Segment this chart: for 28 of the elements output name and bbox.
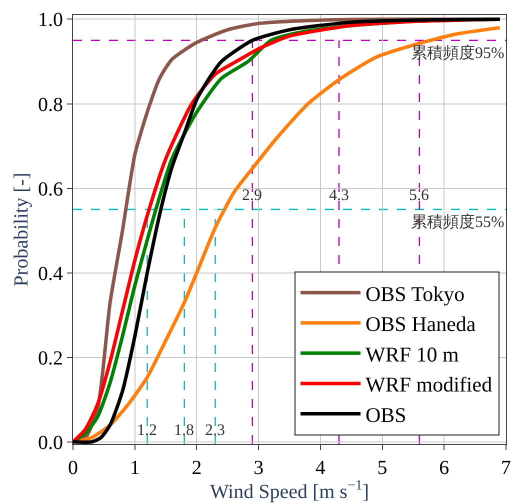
legend-label: OBS Tokyo [366, 282, 465, 306]
x-tick-label: 6 [439, 457, 450, 479]
y-tick-label: 0.6 [38, 178, 63, 200]
y-tick-label: 0.8 [38, 94, 63, 116]
x-tick-label: 0 [68, 457, 78, 479]
y-tick-label: 0.4 [38, 262, 63, 285]
ref-line-label: 2.9 [242, 187, 262, 204]
x-tick-label: 7 [501, 457, 511, 479]
x-tick-label: 2 [192, 457, 202, 479]
ref-line-label: 2.3 [205, 422, 225, 439]
y-tick-label: 1.0 [38, 9, 63, 32]
x-tick-label: 5 [377, 457, 388, 479]
ref-line-label: 1.2 [137, 422, 157, 439]
y-axis-title: Probability [-] [10, 172, 32, 286]
legend-label: WRF 10 m [366, 342, 459, 366]
x-axis-title: Wind Speed [m s$^{−1}$] [210, 478, 370, 503]
legend-label: OBS [366, 402, 406, 427]
x-tick-label: 4 [315, 457, 326, 479]
ref-line-label: 5.6 [409, 187, 429, 204]
y-tick-label: 0.0 [38, 432, 63, 454]
ref-line-label: 4.3 [329, 187, 349, 204]
legend-label: WRF modified [366, 372, 493, 397]
ref-line-label: 累積頻度95% [411, 44, 504, 62]
legend-label: OBS Haneda [366, 312, 476, 336]
x-tick-label: 3 [254, 457, 264, 479]
x-tick-label: 1 [130, 457, 140, 479]
ref-line-label: 1.8 [174, 422, 194, 439]
y-tick-label: 0.2 [38, 347, 63, 370]
